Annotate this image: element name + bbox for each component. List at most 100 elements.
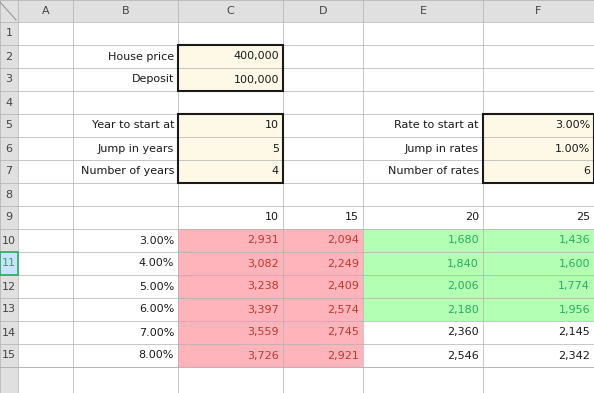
Bar xyxy=(483,298,594,321)
Text: C: C xyxy=(227,6,235,16)
Bar xyxy=(483,114,594,183)
Text: 3,082: 3,082 xyxy=(247,259,279,268)
Bar xyxy=(283,321,363,344)
Bar xyxy=(178,229,283,252)
Text: 20: 20 xyxy=(465,213,479,222)
Text: Number of years: Number of years xyxy=(81,167,174,176)
Bar xyxy=(283,252,363,275)
Text: House price: House price xyxy=(108,51,174,61)
Text: 6: 6 xyxy=(5,143,12,154)
Text: Rate to start at: Rate to start at xyxy=(394,121,479,130)
Text: 7.00%: 7.00% xyxy=(138,327,174,338)
Text: 1: 1 xyxy=(5,29,12,39)
Bar xyxy=(363,252,483,275)
Text: E: E xyxy=(419,6,426,16)
Text: 10: 10 xyxy=(265,121,279,130)
Text: 1,774: 1,774 xyxy=(558,281,590,292)
Bar xyxy=(178,45,283,91)
Bar xyxy=(483,275,594,298)
Bar xyxy=(363,298,483,321)
Text: 3,559: 3,559 xyxy=(247,327,279,338)
Text: 5.00%: 5.00% xyxy=(139,281,174,292)
Bar xyxy=(178,160,283,183)
Text: 2,745: 2,745 xyxy=(327,327,359,338)
Text: 2,931: 2,931 xyxy=(247,235,279,246)
Text: 3,238: 3,238 xyxy=(247,281,279,292)
Text: 12: 12 xyxy=(2,281,16,292)
Text: 2,145: 2,145 xyxy=(558,327,590,338)
Bar xyxy=(0,0,594,22)
Text: 3.00%: 3.00% xyxy=(139,235,174,246)
Text: 3: 3 xyxy=(5,75,12,84)
Bar xyxy=(178,275,283,298)
Text: Year to start at: Year to start at xyxy=(91,121,174,130)
Text: 2,546: 2,546 xyxy=(447,351,479,360)
Text: 6: 6 xyxy=(583,167,590,176)
Text: 3,726: 3,726 xyxy=(247,351,279,360)
Bar xyxy=(178,321,283,344)
Bar xyxy=(283,344,363,367)
Text: 8.00%: 8.00% xyxy=(138,351,174,360)
Text: 1,600: 1,600 xyxy=(558,259,590,268)
Text: 1,436: 1,436 xyxy=(558,235,590,246)
Text: Deposit: Deposit xyxy=(132,75,174,84)
Text: 5: 5 xyxy=(272,143,279,154)
Text: D: D xyxy=(319,6,327,16)
Text: 2,921: 2,921 xyxy=(327,351,359,360)
Bar xyxy=(283,229,363,252)
Text: 1,956: 1,956 xyxy=(558,305,590,314)
Bar xyxy=(178,68,283,91)
Bar xyxy=(178,114,283,183)
Text: 5: 5 xyxy=(5,121,12,130)
Bar xyxy=(363,275,483,298)
Text: 11: 11 xyxy=(2,259,16,268)
Text: 14: 14 xyxy=(2,327,16,338)
Bar xyxy=(483,229,594,252)
Text: 13: 13 xyxy=(2,305,16,314)
Text: 3.00%: 3.00% xyxy=(555,121,590,130)
Bar xyxy=(178,344,283,367)
Text: 2,574: 2,574 xyxy=(327,305,359,314)
Text: 2,006: 2,006 xyxy=(447,281,479,292)
Text: 100,000: 100,000 xyxy=(233,75,279,84)
Bar xyxy=(283,275,363,298)
Text: 2,409: 2,409 xyxy=(327,281,359,292)
Text: Jump in years: Jump in years xyxy=(98,143,174,154)
Text: 15: 15 xyxy=(345,213,359,222)
Bar xyxy=(283,298,363,321)
Text: 4: 4 xyxy=(5,97,12,108)
Text: 6.00%: 6.00% xyxy=(139,305,174,314)
Text: 1,840: 1,840 xyxy=(447,259,479,268)
Text: 15: 15 xyxy=(2,351,16,360)
Bar xyxy=(178,45,283,68)
Text: A: A xyxy=(42,6,49,16)
Text: 10: 10 xyxy=(265,213,279,222)
Bar xyxy=(483,137,594,160)
Text: 2: 2 xyxy=(5,51,12,61)
Text: 10: 10 xyxy=(2,235,16,246)
Bar xyxy=(178,298,283,321)
Text: 4.00%: 4.00% xyxy=(138,259,174,268)
Text: 1.00%: 1.00% xyxy=(555,143,590,154)
Bar xyxy=(483,252,594,275)
Bar xyxy=(363,229,483,252)
Bar xyxy=(483,160,594,183)
Text: 3,397: 3,397 xyxy=(247,305,279,314)
Text: 2,180: 2,180 xyxy=(447,305,479,314)
Text: 4: 4 xyxy=(272,167,279,176)
Text: 2,249: 2,249 xyxy=(327,259,359,268)
Text: 25: 25 xyxy=(576,213,590,222)
Text: 400,000: 400,000 xyxy=(233,51,279,61)
Text: B: B xyxy=(122,6,129,16)
Text: 2,342: 2,342 xyxy=(558,351,590,360)
Bar xyxy=(178,252,283,275)
Text: 2,360: 2,360 xyxy=(447,327,479,338)
Text: 2,094: 2,094 xyxy=(327,235,359,246)
Bar xyxy=(483,114,594,137)
Text: 8: 8 xyxy=(5,189,12,200)
Text: 1,680: 1,680 xyxy=(447,235,479,246)
Text: 7: 7 xyxy=(5,167,12,176)
Bar xyxy=(0,252,18,275)
Bar xyxy=(178,137,283,160)
Text: Number of rates: Number of rates xyxy=(388,167,479,176)
